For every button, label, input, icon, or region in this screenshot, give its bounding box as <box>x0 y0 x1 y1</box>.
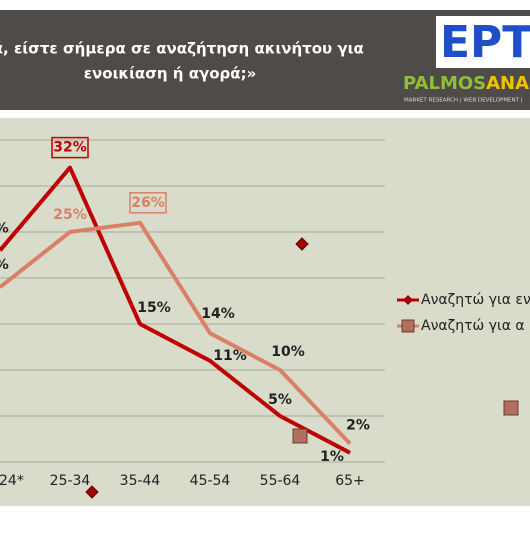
logo-brand: PALMOSANALY <box>403 73 530 94</box>
series-line <box>0 220 352 445</box>
x-tick-label: 55-64 <box>260 473 301 489</box>
value-label: 25% <box>53 207 87 223</box>
value-label: 10% <box>271 344 305 360</box>
legend-marker <box>401 319 415 333</box>
title-line: ενοικίαση ή αγορά;» <box>84 65 257 83</box>
value-label: 14% <box>201 306 235 322</box>
x-tick-label: 35-44 <box>120 473 161 489</box>
value-label: 19% <box>0 257 9 273</box>
value-label: 11% <box>213 348 247 364</box>
stray-marker <box>85 485 99 499</box>
series-line <box>0 165 351 455</box>
value-label: 32% <box>53 140 87 156</box>
legend-marker <box>403 295 413 305</box>
value-label: 5% <box>268 392 292 408</box>
value-label-box <box>129 192 167 214</box>
logo-tagline: MARKET RESEARCH | WEB DEVELOPMENT | <box>404 98 523 104</box>
stray-marker <box>295 237 309 251</box>
legend-label: Αναζητώ για α <box>421 318 525 334</box>
x-tick-label: 18-24* <box>0 473 24 489</box>
logo-brand-b: ANALY <box>486 73 530 94</box>
value-label-box <box>51 136 89 159</box>
value-label: 1% <box>320 449 344 465</box>
logo-brand-a: PALMOS <box>403 73 486 94</box>
logo-top: ΕΡΤ <box>440 17 530 68</box>
value-label: 2% <box>346 418 370 434</box>
title-line: ικά, είστε σήμερα σε αναζήτηση ακινήτου … <box>0 40 364 58</box>
plot-background <box>0 118 530 506</box>
x-tick-label: 45-54 <box>190 473 231 489</box>
logo-box <box>436 16 530 68</box>
stray-marker <box>503 400 519 416</box>
stray-marker <box>292 428 308 444</box>
x-tick-label: 65+ <box>335 473 365 489</box>
plot: 18-24* 25-34 35-44 45-54 55-64 65+ 23% 32% 15% 11… <box>0 136 530 489</box>
legend-label: Αναζητώ για εν <box>421 292 530 308</box>
x-tick-label: 25-34 <box>50 473 91 489</box>
value-label: 26% <box>131 195 165 211</box>
value-label: 15% <box>137 300 171 316</box>
value-label: 23% <box>0 220 9 236</box>
